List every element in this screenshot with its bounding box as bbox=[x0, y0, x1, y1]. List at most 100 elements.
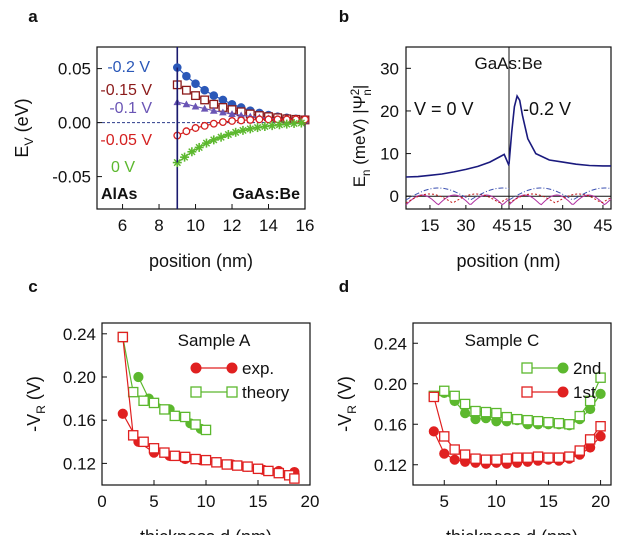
panel-a-series-label: -0.05 V bbox=[100, 132, 152, 149]
panel-d-point bbox=[470, 453, 481, 464]
panel-a-ytick-label: 0.05 bbox=[58, 60, 91, 79]
panel-b-xtick-label: 30 bbox=[456, 216, 475, 235]
panel-a-point bbox=[209, 99, 219, 109]
panel-letter-a: a bbox=[28, 7, 38, 26]
panel-a-ytick-label: -0.05 bbox=[52, 168, 91, 187]
panel-a-point bbox=[191, 79, 200, 89]
panel-d-point bbox=[439, 448, 450, 459]
panel-a-xtick-label: 6 bbox=[118, 216, 127, 235]
panel-c-xtick-label: 20 bbox=[301, 492, 320, 511]
panel-d-legend-label: 1st bbox=[573, 383, 596, 402]
panel-d-point bbox=[522, 452, 533, 463]
panel-a-xtick-label: 12 bbox=[223, 216, 242, 235]
panel-d-point bbox=[459, 449, 471, 460]
panel-a-point bbox=[191, 124, 200, 132]
panel-d-point bbox=[574, 445, 585, 456]
panel-a-region-alas: AlAs bbox=[101, 186, 138, 203]
panel-d-point bbox=[511, 452, 523, 463]
panel-c-point bbox=[148, 397, 160, 409]
panel-c-point bbox=[117, 331, 129, 343]
panel-c-point bbox=[211, 457, 222, 468]
panel-c-point bbox=[200, 454, 212, 466]
panel-d-point bbox=[553, 417, 565, 429]
panel-c-legend-label: theory bbox=[242, 383, 290, 402]
panel-d-legend-label: 2nd bbox=[573, 359, 601, 378]
panel-d-point bbox=[584, 395, 596, 407]
panel-d-point bbox=[595, 431, 606, 442]
panel-a-point-stroke bbox=[253, 123, 262, 132]
panel-a-point bbox=[182, 127, 191, 136]
panel-c-point bbox=[159, 404, 170, 415]
panel-c-point bbox=[127, 430, 139, 441]
panel-d-point bbox=[564, 451, 575, 462]
panel-a-point bbox=[191, 102, 200, 110]
panel-d-xtick-label: 15 bbox=[539, 492, 558, 511]
panel-a-point bbox=[237, 116, 246, 125]
panel-d-ylabel: -VR (V) bbox=[335, 376, 359, 432]
panel-c-point bbox=[159, 447, 170, 458]
panel-c-point bbox=[221, 459, 233, 470]
panel-b-ytick-label: 20 bbox=[380, 102, 399, 121]
panel-c-legend-marker bbox=[190, 362, 202, 374]
panel-c-ylabel: -VR (V) bbox=[24, 376, 48, 432]
panel-a-point bbox=[191, 91, 200, 101]
panel-b-xtick-label: 15 bbox=[513, 216, 532, 235]
panel-a-point bbox=[282, 119, 292, 129]
panel-d-point bbox=[460, 408, 471, 419]
panel-a-point bbox=[194, 142, 204, 152]
panel-a-point bbox=[200, 104, 209, 112]
panel-a-point bbox=[216, 132, 226, 142]
panel-d-legend-marker bbox=[557, 362, 569, 374]
panel-b-label-02v: -0.2 V bbox=[523, 99, 571, 119]
panel-a-point bbox=[181, 85, 191, 95]
panel-d-frame bbox=[412, 322, 612, 486]
panel-c-xtick-label: 10 bbox=[197, 492, 216, 511]
panel-c-point bbox=[179, 451, 191, 463]
panel-b-ytick-label: 10 bbox=[380, 145, 399, 164]
panel-a-point bbox=[245, 124, 255, 134]
panel-d-point bbox=[491, 407, 502, 419]
panel-a-xtick-label: 16 bbox=[296, 216, 315, 235]
panel-c-ytick-label: 0.16 bbox=[63, 411, 96, 430]
panel-d-ytick-label: 0.20 bbox=[374, 375, 407, 394]
panel-d-xlabel: thickness d (nm) bbox=[446, 527, 578, 535]
panel-letter-b: b bbox=[339, 7, 349, 26]
panel-c-point bbox=[179, 411, 191, 423]
panel-a-point bbox=[231, 127, 241, 137]
panel-d-point bbox=[501, 411, 513, 423]
panel-c-point bbox=[273, 467, 285, 479]
panel-d-point bbox=[574, 410, 585, 422]
panel-c-legend-marker bbox=[226, 362, 238, 374]
panel-c-ytick-label: 0.12 bbox=[63, 454, 96, 473]
panel-c-ytick-label: 0.20 bbox=[63, 368, 96, 387]
panel-b-xlabel: position (nm) bbox=[456, 251, 560, 271]
panel-a-series-label: -0.2 V bbox=[107, 59, 150, 76]
panel-a-xtick-label: 10 bbox=[186, 216, 205, 235]
panel-d-point bbox=[449, 444, 460, 455]
panel-c-point bbox=[138, 395, 149, 407]
panel-a-point-stroke bbox=[239, 126, 247, 135]
panel-c-point bbox=[263, 465, 274, 477]
panel-c-point bbox=[200, 424, 212, 436]
panel-a-point bbox=[255, 115, 264, 124]
panel-d-legend-marker bbox=[557, 386, 569, 398]
panel-a-point-stroke bbox=[180, 153, 189, 161]
panel-a-point bbox=[238, 125, 248, 135]
panel-d-point bbox=[553, 452, 565, 463]
panel-c-xlabel: thickness d (nm) bbox=[140, 527, 272, 535]
panel-c-point bbox=[169, 410, 181, 422]
panel-d-xtick-label: 10 bbox=[487, 492, 506, 511]
panel-a-point bbox=[267, 121, 277, 131]
panel-d-ytick-label: 0.24 bbox=[374, 334, 407, 353]
panel-a-xlabel: position (nm) bbox=[149, 251, 253, 271]
panel-a-ytick-label: 0.00 bbox=[58, 114, 91, 133]
panel-d-point bbox=[584, 434, 596, 445]
panel-a-point bbox=[218, 118, 227, 127]
panel-c-ytick-label: 0.24 bbox=[63, 325, 96, 344]
panel-d-point bbox=[511, 413, 523, 425]
panel-b-xtick-label: 45 bbox=[593, 216, 612, 235]
panel-d-point bbox=[595, 388, 606, 399]
panel-a-point bbox=[228, 117, 236, 125]
panel-a-point bbox=[200, 85, 209, 95]
